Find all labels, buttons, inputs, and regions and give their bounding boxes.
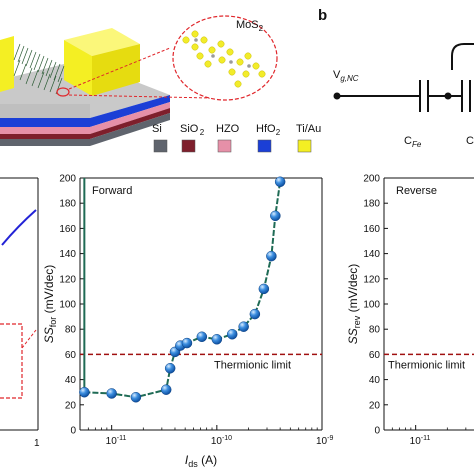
legend-label-2: HZO <box>216 123 240 135</box>
mos2-lattice-zoom <box>172 15 278 101</box>
material-legend: Si SiO 2 HZO HfO 2 Ti/Au <box>152 123 321 153</box>
electrode-left <box>0 36 14 92</box>
circuit-diagram <box>337 43 474 112</box>
data-point-0 <box>79 386 90 398</box>
data-point-13 <box>258 283 270 295</box>
y-tick-label: 40 <box>65 375 77 386</box>
x-tick-label: 10-10 <box>211 435 232 447</box>
device-schematic: MoS2 Si SiO 2 HZO HfO 2 Ti/Au <box>0 15 321 153</box>
data-point-12 <box>249 308 261 320</box>
c-label: C <box>466 135 474 147</box>
direction-annotation: Forward <box>92 185 132 197</box>
y-axis-label: SSfor (mV/dec) <box>42 265 58 344</box>
left-partial-panel: 1 <box>0 177 40 449</box>
partial-x-tick: 1 <box>34 438 40 449</box>
x-axis-label: Ids (A) <box>185 453 217 469</box>
panel-b-label: b <box>318 7 327 24</box>
y-tick-label: 20 <box>65 400 77 411</box>
data-point-10 <box>226 328 238 340</box>
y-tick-label: 0 <box>374 426 380 437</box>
mos2-label: MoS2 <box>236 19 264 33</box>
y-tick-label: 60 <box>369 350 381 361</box>
ss-reverse-chart: 0 20 40 60 80 100 120 140 160 180 200 10-11 Thermion… <box>346 174 474 447</box>
legend-swatch-4 <box>297 139 312 153</box>
data-point-8 <box>196 331 208 343</box>
x-tick-label: 10-9 <box>316 435 333 447</box>
x-tick-label: 10-11 <box>410 435 431 447</box>
legend-label-0: Si <box>152 123 162 135</box>
node-dot <box>444 92 452 100</box>
y-tick-label: 100 <box>363 300 380 311</box>
thermionic-limit-label: Thermionic limit <box>388 359 465 371</box>
legend-label-3: HfO <box>256 123 276 135</box>
y-tick-label: 200 <box>363 174 380 185</box>
partial-dashed-box <box>0 323 23 399</box>
partial-curve-blue <box>1 209 37 246</box>
zoom-origin-marker <box>56 87 70 97</box>
y-tick-label: 180 <box>363 199 380 210</box>
thermionic-limit-label: Thermionic limit <box>214 359 291 371</box>
y-tick-label: 160 <box>363 224 380 235</box>
mos2-channel <box>13 43 65 95</box>
legend-swatch-1 <box>181 139 196 153</box>
y-tick-label: 180 <box>59 199 76 210</box>
y-tick-label: 20 <box>369 400 381 411</box>
y-tick-label: 100 <box>59 300 76 311</box>
y-tick-label: 140 <box>59 249 76 260</box>
data-point-14 <box>266 250 277 262</box>
data-point-16 <box>274 176 286 188</box>
data-point-9 <box>211 334 223 345</box>
y-tick-label: 0 <box>70 426 76 437</box>
y-tick-label: 120 <box>59 274 76 285</box>
ss-forward-chart: 0 20 40 60 80 100 120 140 160 180 200 10-11 10-10 10-… <box>42 174 333 470</box>
legend-swatch-0 <box>153 139 168 153</box>
data-point-3 <box>160 384 172 395</box>
data-point-11 <box>238 321 249 332</box>
direction-annotation: Reverse <box>396 185 437 197</box>
data-point-2 <box>130 391 142 403</box>
y-tick-label: 60 <box>65 350 77 361</box>
legend-label-1: SiO <box>180 123 199 135</box>
y-axis-label: SSrev (mV/dec) <box>346 264 362 345</box>
legend-label-4: Ti/Au <box>296 123 321 135</box>
gate-terminal-dot <box>333 92 341 100</box>
y-tick-label: 80 <box>65 325 77 336</box>
y-tick-label: 40 <box>369 375 381 386</box>
legend-sub-1: 2 <box>200 128 205 137</box>
data-point-4 <box>164 363 176 374</box>
y-tick-label: 80 <box>369 325 381 336</box>
vg-nc-label: Vg,NC <box>333 69 359 83</box>
y-tick-label: 160 <box>59 224 76 235</box>
data-point-15 <box>270 210 281 222</box>
legend-swatch-3 <box>257 139 272 153</box>
y-tick-label: 120 <box>363 274 380 285</box>
y-tick-label: 200 <box>59 174 76 185</box>
legend-sub-3: 2 <box>276 128 281 137</box>
data-point-7 <box>181 337 193 349</box>
data-point-1 <box>106 388 117 399</box>
legend-swatch-2 <box>217 139 232 153</box>
y-tick-label: 140 <box>363 249 380 260</box>
x-tick-label: 10-11 <box>106 435 127 447</box>
cfe-label: CFe <box>404 135 422 149</box>
